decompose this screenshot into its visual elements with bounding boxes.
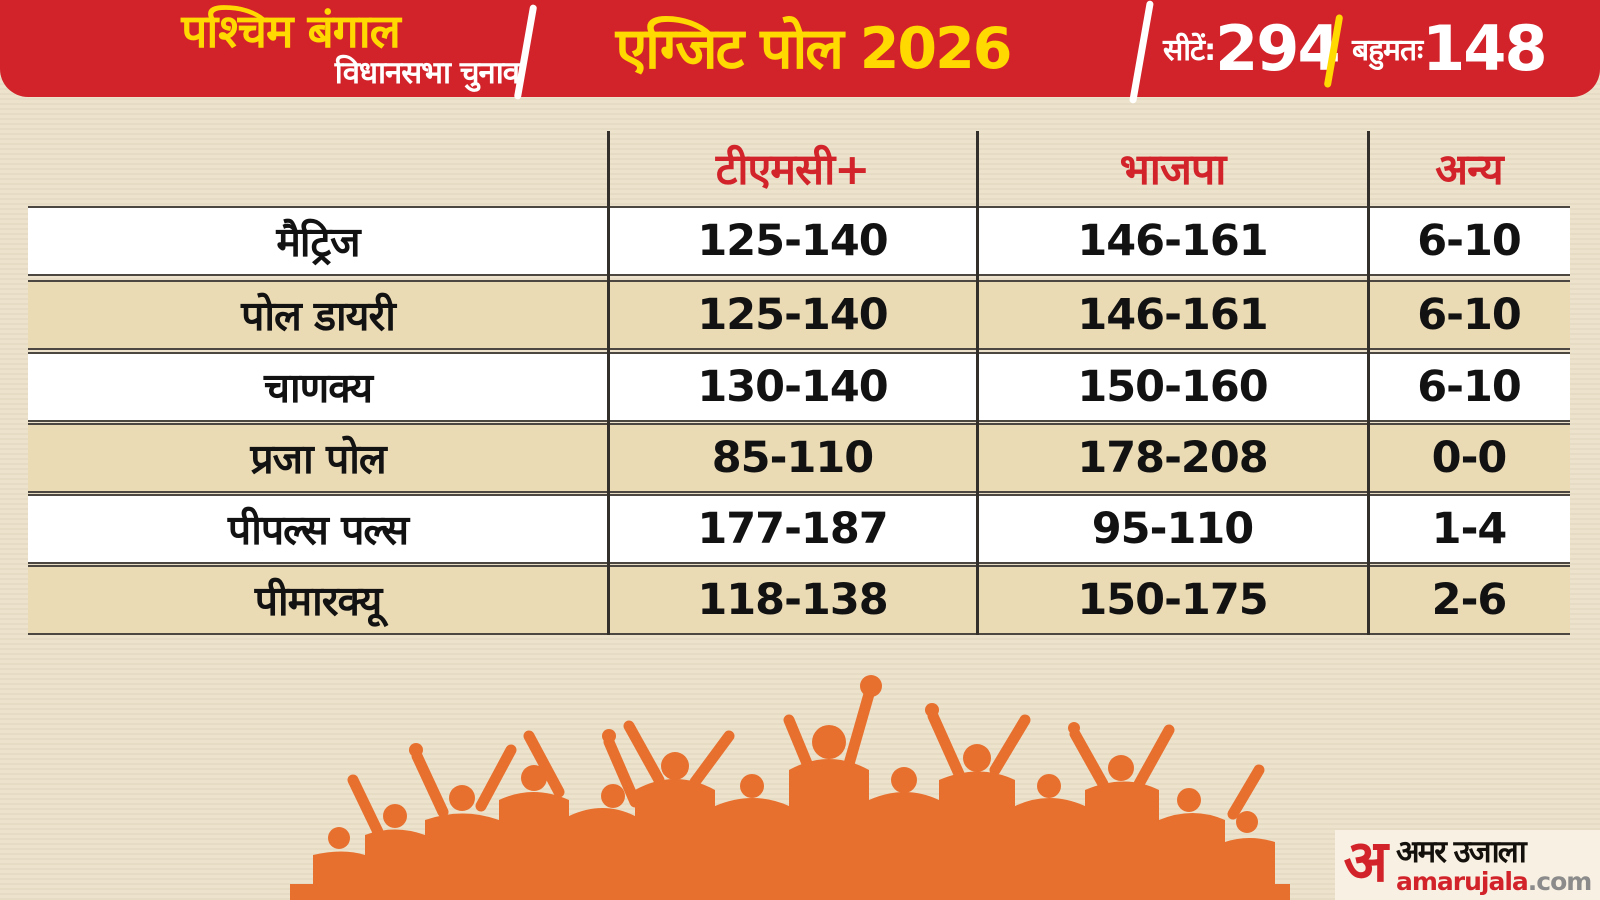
- pollster-name: प्रजा पोल: [250, 435, 386, 483]
- pollster-name: पोल डायरी: [241, 292, 396, 340]
- region-block: पश्चिम बंगाल विधानसभा चुनाव: [58, 6, 523, 90]
- tmc-value: 85-110: [711, 433, 874, 483]
- bjp-value: 95-110: [1091, 504, 1254, 554]
- other-value: 0-0: [1431, 433, 1508, 483]
- header-band: पश्चिम बंगाल विधानसभा चुनाव एग्जिट पोल 2…: [0, 0, 1600, 104]
- table-row: चाणक्य 130-140 150-160 6-10: [28, 352, 1570, 422]
- column-header-other: अन्य: [1435, 145, 1503, 195]
- tmc-value: 125-140: [697, 216, 888, 266]
- total-seats-stat: सीटें: 294: [1163, 0, 1341, 97]
- bjp-value: 146-161: [1077, 216, 1268, 266]
- logo-domain-text: amarujala.com: [1395, 866, 1593, 896]
- column-header-bjp: भाजपा: [1119, 145, 1227, 195]
- logo-domain-name: amarujala: [1395, 866, 1529, 896]
- table-header-row: टीएमसी+ भाजपा अन्य: [28, 131, 1570, 204]
- pollster-name: पीपल्स पल्स: [227, 506, 409, 554]
- column-divider: [607, 131, 610, 635]
- pollster-name: पीमारक्यू: [254, 577, 383, 625]
- table-row: पोल डायरी 125-140 146-161 6-10: [28, 280, 1570, 350]
- table-row: पीमारक्यू 118-138 150-175 2-6: [28, 565, 1570, 635]
- seats-label: सीटें:: [1163, 33, 1216, 68]
- column-divider: [1367, 131, 1370, 635]
- table-row: प्रजा पोल 85-110 178-208 0-0: [28, 423, 1570, 493]
- table-row: पीपल्स पल्स 177-187 95-110 1-4: [28, 494, 1570, 564]
- majority-label: बहुमतः: [1352, 33, 1423, 68]
- region-title: पश्चिम बंगाल: [181, 4, 401, 58]
- divider-slash-icon: [1129, 0, 1154, 104]
- amar-ujala-monogram-icon: अ: [1343, 827, 1388, 895]
- majority-stat: बहुमतः 148: [1352, 0, 1548, 97]
- bjp-value: 178-208: [1077, 433, 1268, 483]
- other-value: 6-10: [1417, 362, 1522, 412]
- publisher-logo: अ अमर उजाला amarujala.com: [1335, 830, 1600, 900]
- logo-text-block: अमर उजाला amarujala.com: [1395, 833, 1593, 896]
- logo-domain-tld: .com: [1527, 866, 1593, 896]
- footer-orange-strip: [290, 884, 1290, 900]
- other-value: 1-4: [1431, 504, 1508, 554]
- bjp-value: 150-175: [1077, 575, 1268, 625]
- tmc-value: 118-138: [697, 575, 888, 625]
- majority-value: 148: [1422, 12, 1547, 85]
- pollster-name: चाणक्य: [263, 364, 373, 412]
- tmc-value: 177-187: [697, 504, 888, 554]
- logo-hindi-text: अमर उजाला: [1395, 833, 1527, 870]
- bjp-value: 146-161: [1077, 290, 1268, 340]
- column-divider: [976, 131, 979, 635]
- page-title: एग्जिट पोल 2026: [615, 16, 1013, 82]
- region-subtitle: विधानसभा चुनाव: [334, 55, 520, 91]
- crowd-silhouette: [313, 675, 1275, 888]
- tmc-value: 130-140: [697, 362, 888, 412]
- seats-value: 294: [1215, 12, 1340, 85]
- pollster-name: मैट्रिज: [276, 218, 360, 266]
- table-row: मैट्रिज 125-140 146-161 6-10: [28, 206, 1570, 276]
- other-value: 2-6: [1431, 575, 1508, 625]
- other-value: 6-10: [1417, 216, 1522, 266]
- tmc-value: 125-140: [697, 290, 888, 340]
- column-header-tmc: टीएमसी+: [715, 145, 871, 195]
- other-value: 6-10: [1417, 290, 1522, 340]
- bjp-value: 150-160: [1077, 362, 1268, 412]
